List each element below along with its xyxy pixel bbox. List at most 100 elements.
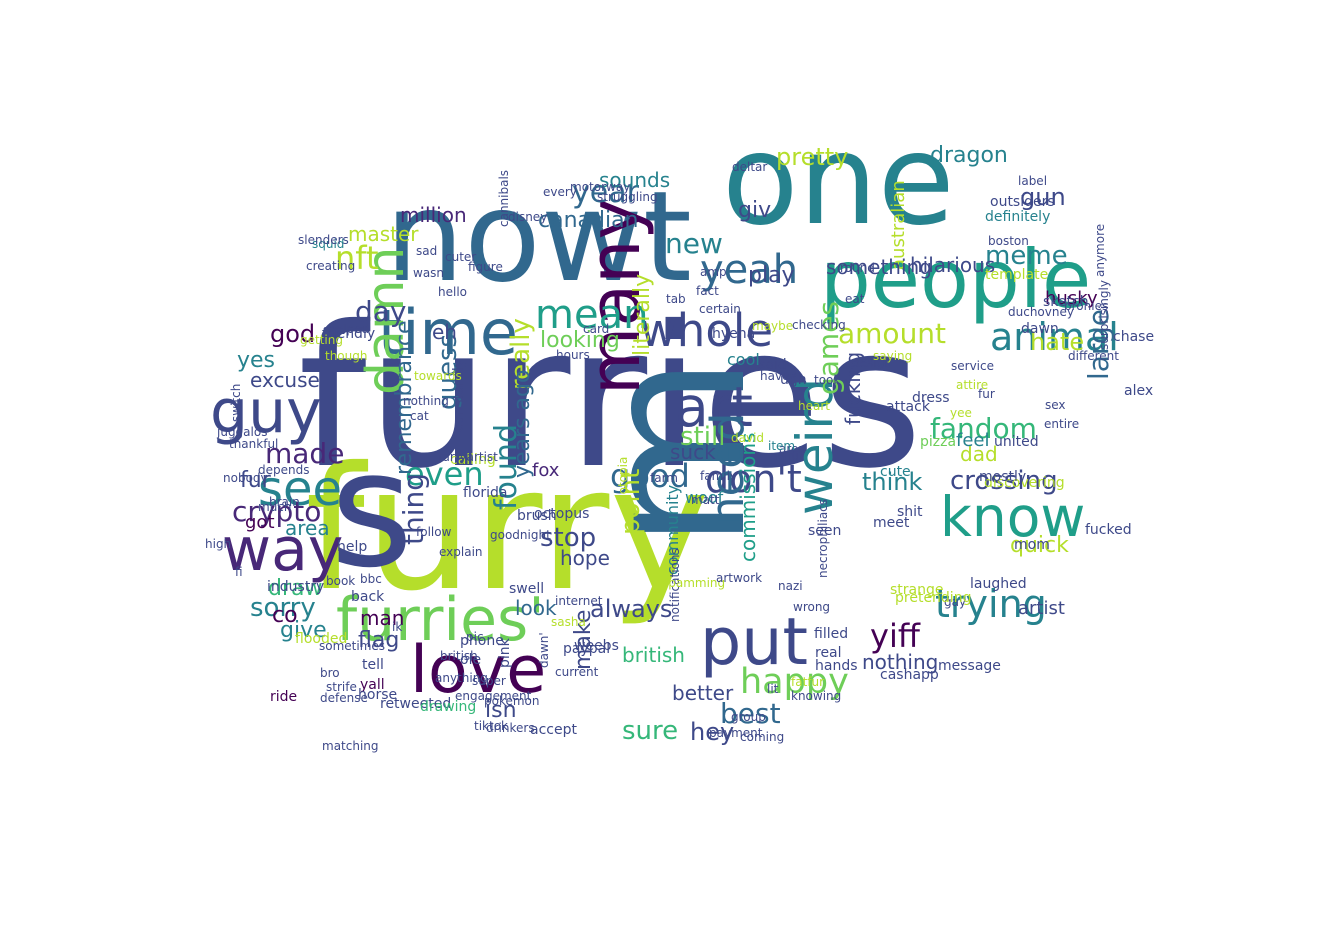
word-design: design — [852, 356, 892, 370]
word-fi: fi — [235, 565, 243, 579]
word-ole: ole — [460, 652, 482, 668]
word-nft: nft — [335, 239, 379, 277]
word-creating: creating — [306, 259, 356, 273]
word-helped: helped — [328, 322, 369, 336]
word-sex: sex — [1045, 398, 1066, 412]
word-getting: getting — [300, 333, 343, 347]
word-matching: matching — [322, 739, 379, 753]
word-day: day — [355, 295, 407, 328]
word-best: best — [720, 697, 781, 730]
word-family: family — [700, 469, 738, 483]
word-industry: industry — [267, 579, 325, 595]
word-much: much — [258, 500, 292, 514]
word-switch: switch — [229, 383, 243, 422]
word-master: master — [348, 222, 419, 246]
word-isn: isn — [485, 698, 517, 723]
word-anything: anything — [435, 671, 488, 685]
word-sure: sure — [622, 716, 679, 746]
word-seen: seen — [808, 523, 842, 539]
word-looking: looking — [540, 328, 620, 353]
word-nobody: nobody — [223, 471, 268, 485]
word-florida: florida — [463, 485, 508, 501]
word-farm: farm — [650, 471, 678, 485]
word-amp: amp — [700, 265, 727, 279]
word-label: label — [1018, 174, 1048, 188]
word-thankful: thankful — [229, 437, 279, 451]
word-british: british — [622, 643, 685, 667]
word-fandom: fandom — [930, 412, 1037, 445]
word-sounds: sounds — [599, 168, 671, 192]
word-round: round — [840, 261, 875, 275]
word-book: book — [326, 574, 356, 588]
word-eh: eh — [432, 320, 457, 344]
word-whole: whole — [640, 304, 774, 357]
word-deltar: deltar — [732, 160, 768, 174]
word-horse: horse — [358, 687, 398, 703]
word-people: people — [820, 233, 1092, 326]
word-wrong: wrong — [793, 600, 831, 614]
word-yeah: yeah — [700, 247, 799, 293]
word-back: back — [351, 589, 385, 605]
word-cat: cat — [410, 409, 429, 423]
word-said: said — [758, 357, 787, 373]
word-area: area — [285, 516, 330, 540]
word-duchovney: duchovney — [1008, 305, 1074, 319]
word-internet: internet — [555, 594, 603, 608]
word-template: template — [985, 267, 1049, 283]
word-co: co — [272, 603, 298, 628]
word-david: david — [731, 431, 765, 445]
word-spamming: spamming — [662, 576, 726, 590]
word-figure: figure — [468, 260, 503, 274]
word-saying: saying — [873, 349, 913, 363]
word-canadian: canadian — [538, 208, 639, 233]
word-woof: woof — [685, 488, 724, 507]
word-drawing: drawing — [420, 699, 477, 715]
word-time: time — [378, 296, 519, 369]
word-way: way — [222, 515, 344, 585]
word-know: know — [940, 485, 1086, 549]
word-ride: ride — [270, 689, 298, 705]
word-entire: entire — [1044, 417, 1080, 431]
word-cashapp: cashapp — [880, 667, 939, 683]
word-item: item — [768, 439, 796, 453]
word-struggling: struggling — [597, 190, 658, 204]
word-dad: dad — [960, 442, 998, 466]
word-mean: mean — [535, 292, 649, 338]
word-god: god — [270, 320, 316, 348]
word-strange: strange — [890, 582, 944, 598]
word-brush: brush — [517, 508, 557, 524]
word-follow: follow — [416, 525, 452, 539]
word-art: art — [675, 375, 753, 439]
word-paypal: paypal — [563, 641, 611, 657]
word-furryartist: furryartist — [438, 450, 498, 464]
word-knowing: knowing — [791, 689, 842, 703]
word-brain: brain — [269, 495, 300, 509]
word-wasn: wasn — [413, 266, 445, 280]
word-towards: towards — [414, 369, 462, 383]
word-meme: meme — [985, 241, 1068, 271]
word-fur: fur — [240, 468, 271, 493]
word-cute: cute — [880, 464, 911, 480]
word-s: s — [330, 416, 414, 603]
word-current: current — [555, 665, 599, 679]
word-suck: suck — [670, 440, 716, 464]
word-husky: husky — [1045, 288, 1098, 309]
word-nothing: nothing — [862, 650, 939, 674]
word-filled: filled — [814, 626, 849, 642]
word-attire: attire — [956, 378, 989, 392]
word-bro: bro — [320, 666, 340, 680]
word-cool: cool — [727, 350, 760, 369]
word-dragon: dragon — [930, 143, 1008, 168]
word-furries: furries' — [336, 585, 545, 655]
word-took: took — [814, 373, 841, 387]
word-see: see — [258, 461, 343, 517]
word-different: different — [1068, 349, 1119, 363]
word-tiktok: tiktok — [474, 719, 508, 733]
word-defense: defense — [320, 691, 368, 705]
word-slenders: slenders — [298, 233, 349, 247]
word-excuse: excuse — [250, 368, 320, 392]
word-united: united — [994, 434, 1039, 450]
word-nowt: nowt — [385, 165, 692, 310]
word-hyena: hyena — [712, 326, 756, 342]
